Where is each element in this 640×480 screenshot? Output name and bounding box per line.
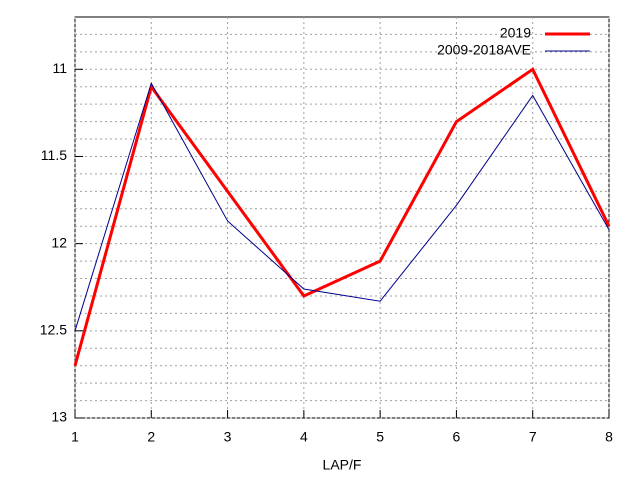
x-tick-label: 6: [453, 429, 461, 445]
x-tick-label: 7: [529, 429, 537, 445]
legend-label: 2009-2018AVE: [437, 42, 531, 58]
legend-label: 2019: [500, 25, 531, 41]
y-tick-label: 11: [52, 60, 67, 76]
series-line: [73, 67, 611, 367]
x-tick-label: 4: [300, 429, 308, 445]
x-tick-label: 8: [605, 429, 613, 445]
plot-border: [74, 16, 610, 419]
x-tick-label: 1: [71, 429, 79, 445]
x-tick-label: 2: [147, 429, 155, 445]
x-tick-label: 3: [224, 429, 232, 445]
y-tick-label: 11.5: [41, 147, 67, 163]
x-axis-label: LAP/F: [323, 457, 362, 473]
series-line: [74, 81, 610, 331]
y-tick-label: 12.5: [40, 322, 67, 338]
y-tick-label: 12: [51, 234, 67, 250]
x-tick-label: 5: [376, 429, 384, 445]
y-tick-label: 13: [51, 409, 67, 425]
